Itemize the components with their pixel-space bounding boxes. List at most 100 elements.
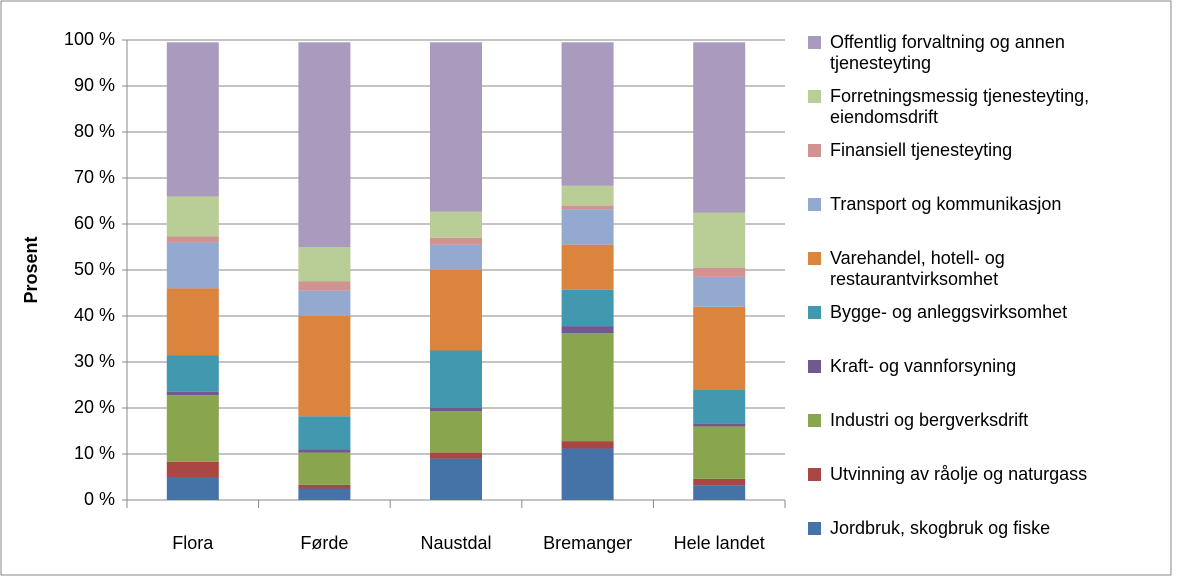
bar-segment [693,267,746,277]
legend-item: Transport og kommunikasjon [808,194,1148,215]
bar-segment [298,484,351,489]
y-tick-label: 0 % [84,489,115,509]
bar-segment [561,209,614,245]
legend-swatch [808,36,821,49]
x-tick-label: Førde [300,533,348,553]
y-tick-label: 90 % [74,75,115,95]
legend-item: Finansiell tjenesteyting [808,140,1148,161]
y-tick-label: 10 % [74,443,115,463]
bar-segment [693,42,746,213]
bar-segment [166,395,219,462]
bar-segment [166,242,219,289]
bar-segment [166,391,219,396]
bar-segment [298,281,351,291]
legend-swatch [808,360,821,373]
x-tick-label: Naustdal [420,533,491,553]
y-tick-label: 80 % [74,121,115,141]
legend-item: Varehandel, hotell- og restaurantvirksom… [808,248,1148,290]
bar-segment [298,449,351,453]
bar-segment [693,306,746,390]
y-tick-label: 100 % [64,29,115,49]
bar-segment [166,477,219,500]
bar-segment [561,289,614,327]
legend-label: Transport og kommunikasjon [830,194,1062,214]
legend-swatch [808,522,821,535]
legend-label: Jordbruk, skogbruk og fiske [830,518,1051,538]
y-tick-label: 50 % [74,259,115,279]
legend-label: Finansiell tjenesteyting [830,140,1013,160]
legend-label: Kraft- og vannforsyning [830,356,1017,376]
x-tick-label: Bremanger [543,533,632,553]
bar-segment [166,42,219,197]
legend-label: Varehandel, hotell- og restaurantvirksom… [830,248,1005,289]
bar-segment [430,458,482,500]
bar-segment [561,326,614,334]
bar-segment [561,42,614,186]
legend-label: Offentlig forvaltning og annen tjenestey… [830,32,1065,73]
y-tick-label: 60 % [74,213,115,233]
bar-segment [561,244,614,290]
legend-item: Offentlig forvaltning og annen tjenestey… [808,32,1148,74]
bar-segment [298,42,351,247]
bar-segment [298,488,351,500]
bar-segment [298,316,351,417]
legend-label: Bygge- og anleggsvirksomhet [830,302,1068,322]
bar-segment [693,485,746,500]
legend-swatch [808,252,821,265]
bar-segment [693,389,746,424]
bar-segment [430,237,482,245]
legend-item: Utvinning av råolje og naturgass [808,464,1148,485]
y-tick-label: 40 % [74,305,115,325]
bar-segment [430,211,482,238]
legend-swatch [808,414,821,427]
bar-segment [693,426,746,479]
bar-segment [430,350,482,408]
bar-segment [298,452,351,485]
legend-item: Kraft- og vannforsyning [808,356,1148,377]
legend-item: Jordbruk, skogbruk og fiske [808,518,1148,539]
legend-swatch [808,198,821,211]
bar-segment [561,441,614,449]
legend-item: Bygge- og anleggsvirksomhet [808,302,1148,323]
bar-segment [693,478,746,486]
legend-swatch [808,90,821,103]
bar-segment [561,448,614,500]
bar-segment [561,205,614,210]
bar-segment [166,236,219,243]
bar-segment [693,276,746,307]
bar-segment [693,212,746,268]
legend-label: Utvinning av råolje og naturgass [830,464,1088,484]
legend-swatch [808,306,821,319]
legend-swatch [808,144,821,157]
bar-segment [298,247,351,282]
bar-segment [561,333,614,442]
bar-segment [430,452,482,459]
y-tick-label: 70 % [74,167,115,187]
x-tick-label: Hele landet [674,533,765,553]
y-tick-label: 30 % [74,351,115,371]
bar-segment [298,416,351,450]
bar-segment [430,244,482,270]
bar-segment [430,270,482,351]
bar-segment [693,423,746,427]
bar-segment [166,355,219,392]
y-tick-label: 20 % [74,397,115,417]
legend-swatch [808,468,821,481]
bar-segment [430,408,482,412]
legend-label: Industri og bergverksdrift [830,410,1029,430]
bar-segment [166,461,219,477]
x-tick-label: Flora [172,533,214,553]
legend-item: Forretningsmessig tjenesteyting, eiendom… [808,86,1148,128]
legend-item: Industri og bergverksdrift [808,410,1148,431]
bar-segment [561,185,614,206]
bar-segment [298,290,351,316]
bar-segment [166,196,219,237]
y-axis-label: Prosent [21,236,41,303]
bar-segment [430,42,482,212]
bar-segment [166,288,219,356]
legend-label: Forretningsmessig tjenesteyting, eiendom… [830,86,1090,127]
bar-segment [430,411,482,453]
